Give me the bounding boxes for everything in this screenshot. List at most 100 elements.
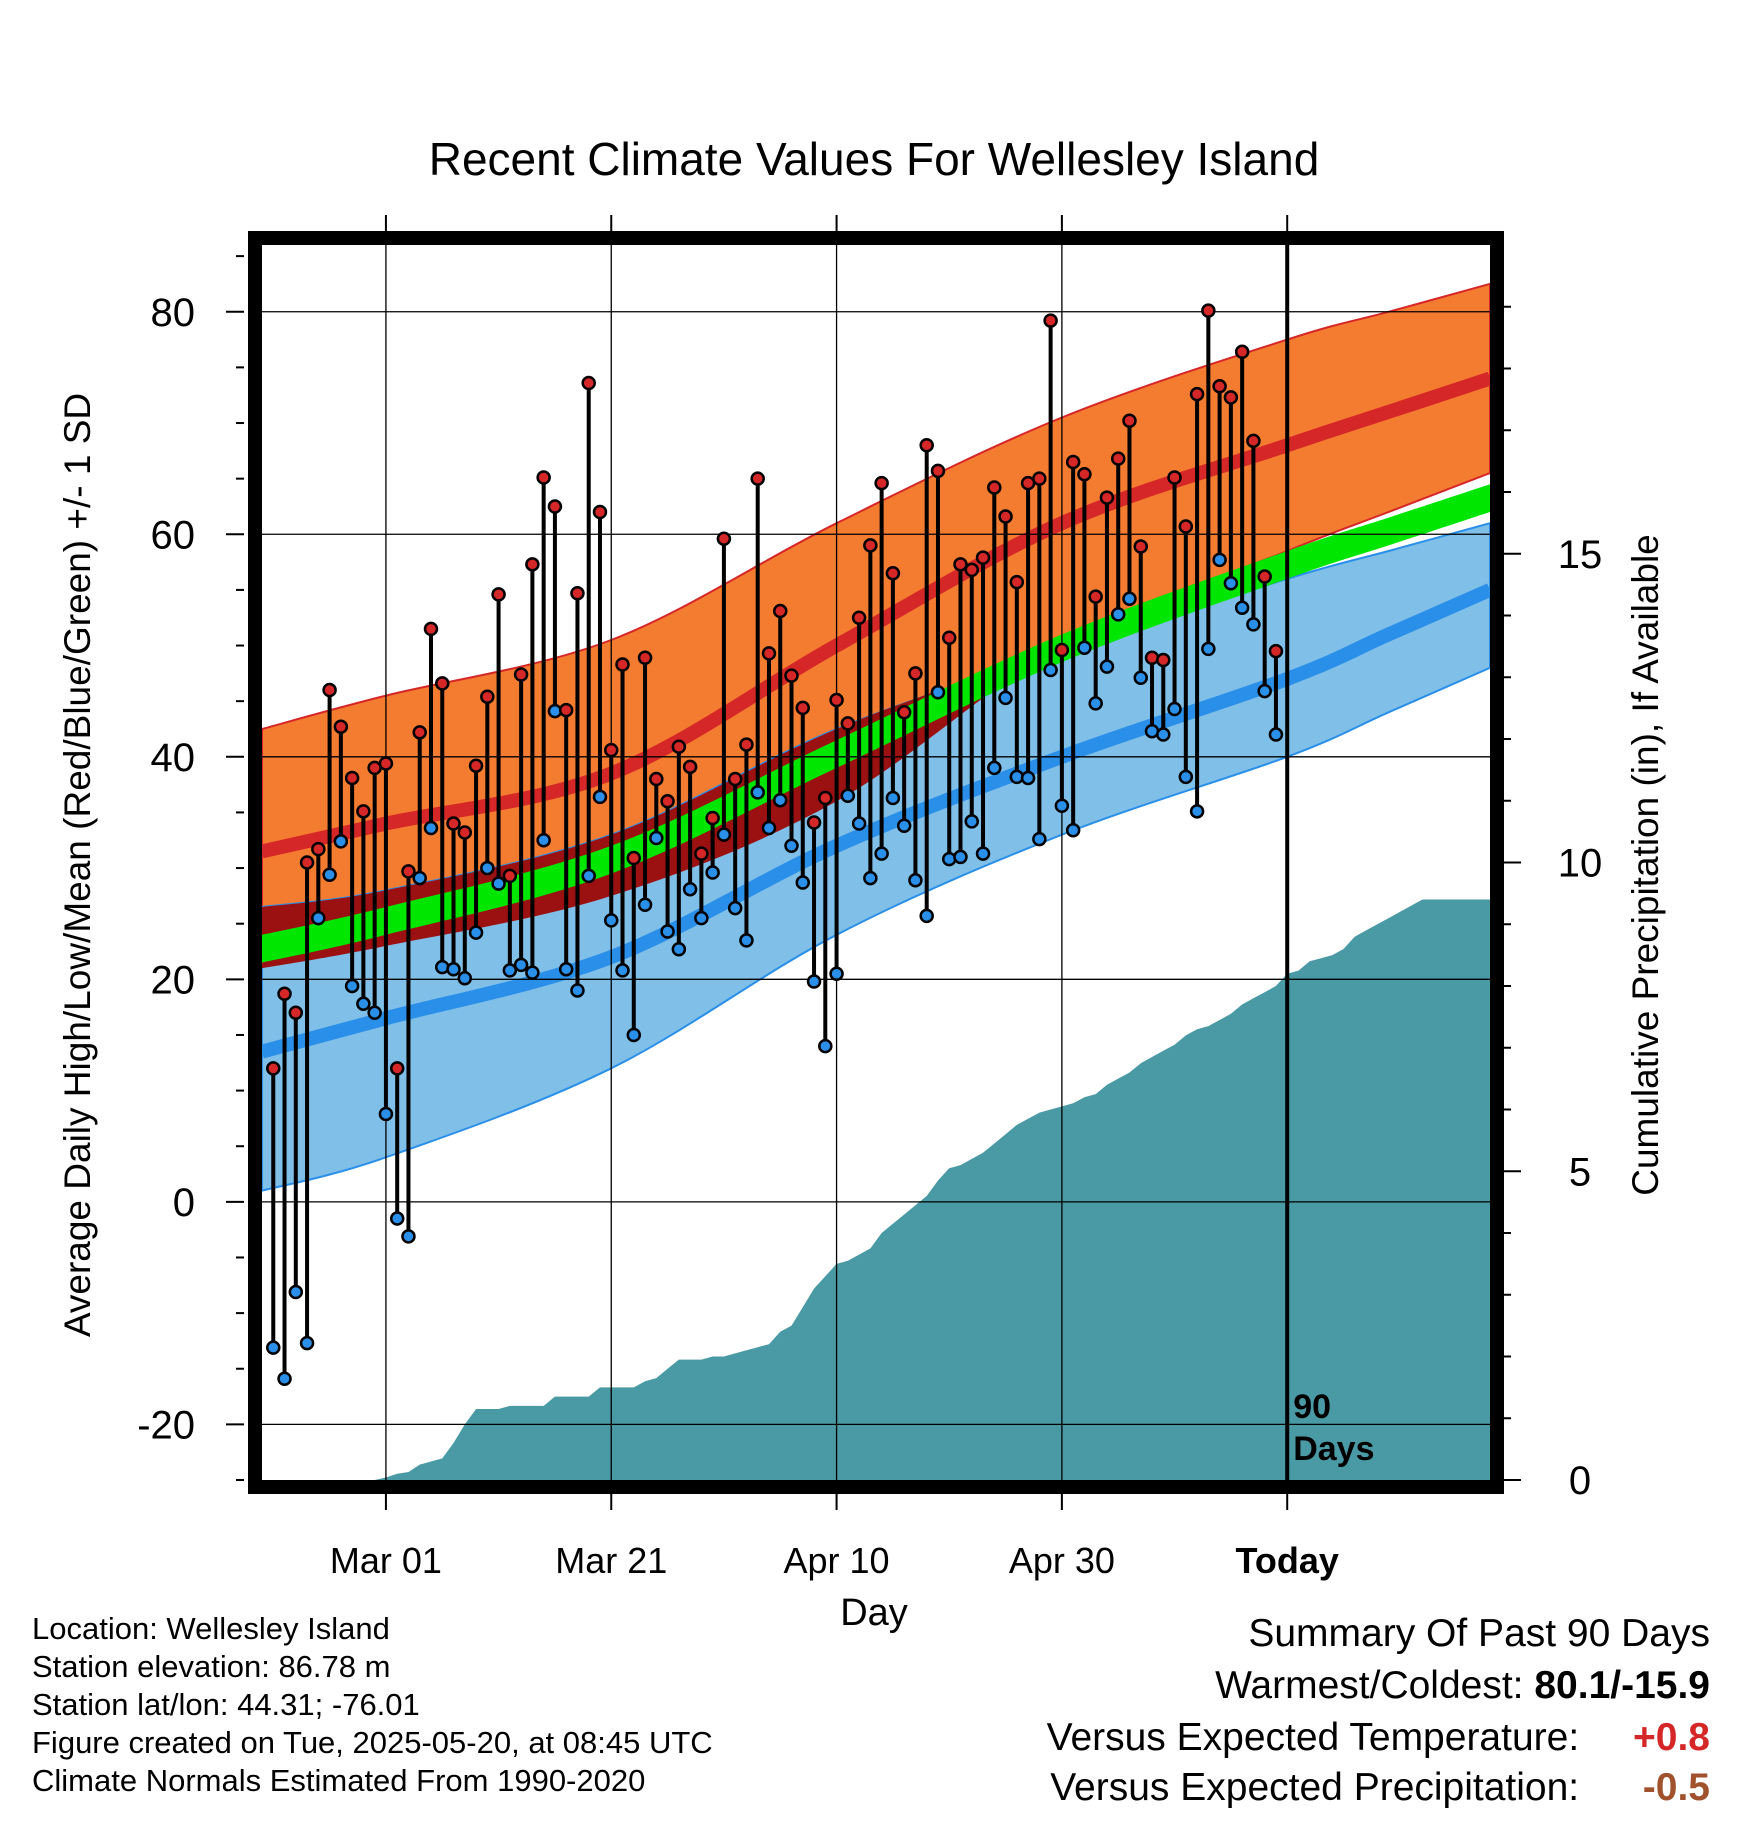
daily-low-point <box>772 792 788 808</box>
daily-low-point <box>1020 770 1036 786</box>
daily-low-point <box>435 959 450 975</box>
daily-low-point <box>311 910 326 926</box>
warm-cold-label: Warmest/Coldest: <box>1215 1664 1535 1707</box>
y2-tick-label: 5 <box>1569 1150 1591 1194</box>
daily-low-point <box>682 881 698 897</box>
daily-high-point <box>581 375 596 391</box>
daily-low-point <box>468 925 484 940</box>
daily-low-point <box>987 760 1002 776</box>
daily-high-point <box>874 475 889 491</box>
daily-high-point <box>299 855 315 870</box>
daily-low-point <box>930 685 946 700</box>
daily-low-point <box>1268 727 1284 742</box>
y2-tick-label: 10 <box>1558 842 1603 886</box>
x-tick-label-mar-01: Mar 01 <box>330 1540 442 1581</box>
daily-low-point <box>333 834 349 849</box>
x-tick-label-today: Today <box>1236 1540 1339 1581</box>
daily-low-point <box>863 870 878 886</box>
daily-low-point <box>446 962 461 977</box>
plot-area: 90 Days Mar 01 Mar 21 Apr 10 Apr 30 Today -20 0 2… <box>137 215 1602 1581</box>
daily-high-point <box>784 668 799 683</box>
daily-high-point <box>603 742 619 758</box>
daily-high-point <box>288 1005 304 1020</box>
daily-low-point <box>1110 607 1126 622</box>
low-normal-mean-line <box>262 583 1490 1059</box>
created-line: Figure created on Tue, 2025-05-20, at 08… <box>32 1725 713 1760</box>
temp-row: Versus Expected Temperature: +0.8 <box>1047 1716 1710 1766</box>
daily-low-point <box>1122 591 1137 607</box>
y-tick-label: 80 <box>151 291 196 335</box>
daily-low-point <box>1156 727 1171 742</box>
daily-low-point <box>356 996 371 1012</box>
x-tick-label-apr-10: Apr 10 <box>784 1540 890 1581</box>
x-tick-label-apr-30: Apr 30 <box>1009 1540 1115 1581</box>
daily-low-point <box>896 818 912 834</box>
daily-high-point <box>863 538 878 553</box>
daily-low-point <box>739 933 754 948</box>
daily-low-point <box>941 851 957 867</box>
plot-content: 90 Days <box>262 245 1490 1480</box>
daily-high-point <box>547 499 563 514</box>
daily-low-point <box>671 942 687 957</box>
daily-high-point <box>1110 451 1126 466</box>
daily-high-point <box>1032 471 1047 486</box>
y-tick-label: 60 <box>151 513 196 557</box>
daily-low-point <box>480 860 495 876</box>
daily-high-point <box>998 509 1013 524</box>
overlap-band <box>262 473 1490 969</box>
daily-high-point <box>975 550 991 565</box>
daily-high-point <box>1088 589 1103 604</box>
daily-low-point <box>1167 701 1182 717</box>
daily-high-point <box>1257 569 1272 584</box>
daily-high-point <box>570 585 585 601</box>
daily-low-point <box>885 790 901 806</box>
y-tick-label: -20 <box>137 1403 195 1447</box>
daily-high-point <box>739 737 754 752</box>
daily-low-point <box>840 788 856 803</box>
y2-tick-label: 0 <box>1569 1459 1591 1503</box>
daily-low-point <box>367 1005 382 1020</box>
daily-low-point <box>1212 552 1227 568</box>
daily-low-point <box>795 875 811 890</box>
daily-high-point <box>1009 574 1025 590</box>
daily-low-point <box>378 1106 394 1122</box>
daily-low-point <box>705 865 720 880</box>
daily-high-point <box>389 1061 405 1076</box>
daily-low-point <box>716 827 732 842</box>
daily-high-point <box>435 676 450 691</box>
daily-low-point <box>525 965 540 980</box>
daily-high-point <box>513 667 529 682</box>
daily-high-point <box>1144 650 1160 666</box>
daily-high-point <box>1156 652 1171 668</box>
daily-high-point <box>1054 642 1070 658</box>
y2-axis-label: Cumulative Precipitation (in), If Availa… <box>1625 534 1666 1196</box>
daily-high-point <box>987 480 1002 495</box>
daily-high-point <box>1223 390 1239 405</box>
summary-panel: Summary Of Past 90 Days Warmest/Coldest:… <box>1047 1612 1710 1816</box>
station-info: Location: Wellesley Island Station eleva… <box>32 1610 713 1800</box>
latlon-line: Station lat/lon: 44.31; -76.01 <box>32 1687 420 1722</box>
precip-row: Versus Expected Precipitation: -0.5 <box>1047 1766 1710 1816</box>
daily-high-point <box>1189 386 1205 402</box>
daily-high-point <box>558 702 574 718</box>
daily-high-point <box>941 630 957 646</box>
daily-low-point <box>423 820 439 836</box>
daily-low-point <box>592 789 608 805</box>
daily-high-point <box>919 438 934 453</box>
daily-low-point <box>603 913 619 928</box>
daily-high-point <box>412 725 427 740</box>
daily-high-point <box>1122 413 1137 429</box>
daily-low-point <box>727 900 743 916</box>
daily-low-point <box>761 820 777 836</box>
daily-low-point <box>1088 696 1103 711</box>
daily-high-point <box>1201 303 1216 318</box>
daily-high-point <box>457 825 473 840</box>
daily-low-point <box>491 876 506 891</box>
daily-high-point <box>772 603 788 619</box>
normals-line: Climate Normals Estimated From 1990-2020 <box>32 1763 646 1798</box>
daily-low-point <box>266 1340 281 1355</box>
daily-high-point <box>423 621 439 637</box>
daily-high-point <box>1077 466 1092 482</box>
summary-title: Summary Of Past 90 Days <box>1248 1612 1710 1655</box>
